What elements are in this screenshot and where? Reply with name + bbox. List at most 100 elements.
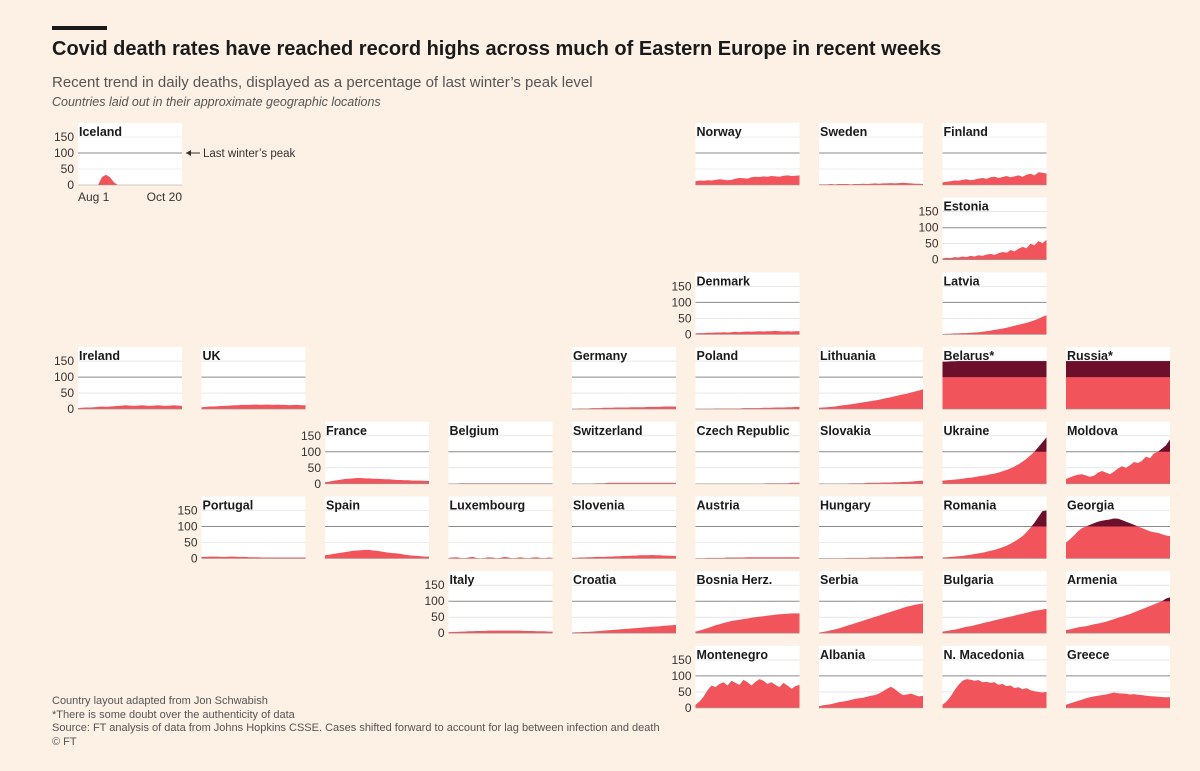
panel-finland: Finland [942,123,1047,186]
panel-background [325,496,429,559]
panel-romania: Romania [942,496,1047,559]
area-series [78,405,182,410]
country-label: Slovenia [573,499,625,513]
area-series [78,174,182,185]
panel-norway: Norway [695,123,800,186]
y-tick-label: 100 [424,594,444,608]
country-label: Finland [944,125,988,139]
country-label: Iceland [79,125,122,139]
footer-data-caveat: *There is some doubt over the authentici… [52,708,295,721]
panel-georgia: Georgia [1066,496,1170,559]
panel-background [572,421,676,484]
area-series [819,603,923,634]
country-label: Estonia [944,200,990,214]
chart-subtitle: Recent trend in daily deaths, displayed … [52,74,593,91]
country-label: Moldova [1067,424,1119,438]
panel-background [325,421,429,484]
country-label: Germany [573,349,627,363]
panel-background [695,421,800,484]
y-tick-label: 150 [54,130,74,144]
panel-sweden: Sweden [819,123,923,186]
area-series [448,630,553,634]
area-above-peak [1034,437,1047,452]
area-series [695,613,800,634]
country-label: Georgia [1067,499,1115,513]
area-series [572,624,676,634]
panel-background [695,347,800,410]
country-label: Serbia [820,573,859,587]
country-label: Romania [944,499,998,513]
country-label: Armenia [1067,573,1118,587]
country-label: Austria [697,499,741,513]
country-label: Spain [326,499,360,513]
area-above-peak [1031,510,1047,527]
country-label: N. Macedonia [944,648,1026,662]
area-series [695,557,800,559]
y-tick-label: 0 [438,626,445,640]
panel-italy: Italy 150 100 50 0 [424,571,553,640]
area-above-peak [1086,518,1138,527]
y-tick-label: 50 [308,461,322,475]
panel-background [78,123,182,185]
panel-background [819,496,923,559]
country-label: Sweden [820,125,867,139]
panel-hungary: Hungary [819,496,923,559]
panel-n-macedonia: N. Macedonia [942,645,1047,709]
area-series [819,480,923,484]
panel-montenegro: Montenegro 150 100 50 0 [671,645,800,715]
panel-luxembourg: Luxembourg [448,496,553,559]
area-series [942,239,1047,260]
panel-spain: Spain [325,496,429,559]
panel-background [448,496,553,559]
country-label: Bulgaria [944,573,995,587]
panel-switzerland: Switzerland [572,421,676,485]
y-tick-label: 50 [61,386,75,400]
panel-background [819,421,923,484]
panel-austria: Austria [695,496,800,559]
area-series [201,556,306,559]
panel-portugal: Portugal 150 100 50 0 [177,496,306,566]
country-label: UK [203,349,221,363]
country-label: Lithuania [820,349,877,363]
area-series [819,182,923,185]
panel-france: France 150 100 50 0 [301,421,429,491]
country-label: Ukraine [944,424,990,438]
chart-note: Countries laid out in their approximate … [52,95,381,109]
y-tick-label: 100 [918,221,938,235]
header-rule [52,26,107,30]
area-series [819,686,923,708]
panel-background [448,421,553,484]
panel-armenia: Armenia [1066,571,1170,634]
footer-source: Source: FT analysis of data from Johns H… [52,722,660,734]
panel-belarus: Belarus* [942,347,1047,410]
panel-ireland: Ireland 150 100 50 0 [54,347,182,416]
country-label: Denmark [697,274,751,288]
panel-estonia: Estonia 150 100 50 0 [918,197,1047,267]
y-tick-label: 150 [918,205,938,219]
panel-background [695,123,800,185]
chart-title: Covid death rates have reached record hi… [52,38,942,60]
area-above-peak [1161,597,1170,602]
country-label: Norway [697,125,742,139]
country-label: Bosnia Herz. [697,573,773,587]
panel-denmark: Denmark 150 100 50 0 [671,272,800,341]
y-tick-label: 100 [671,295,691,309]
area-series [942,608,1047,634]
area-series [1066,692,1170,708]
country-label: Belgium [450,424,499,438]
area-series [1066,597,1170,634]
y-tick-label: 50 [431,610,445,624]
country-label: Poland [697,349,739,363]
panel-latvia: Latvia [942,272,1047,335]
area-series [695,175,800,185]
area-series [325,549,429,559]
y-tick-label: 0 [685,327,692,341]
arrow-icon [186,150,191,156]
y-tick-label: 50 [925,237,939,251]
panel-background [572,571,676,634]
panel-poland: Poland [695,347,800,410]
country-label: Switzerland [573,424,642,438]
panel-background [572,347,676,410]
panel-greece: Greece [1066,645,1170,709]
